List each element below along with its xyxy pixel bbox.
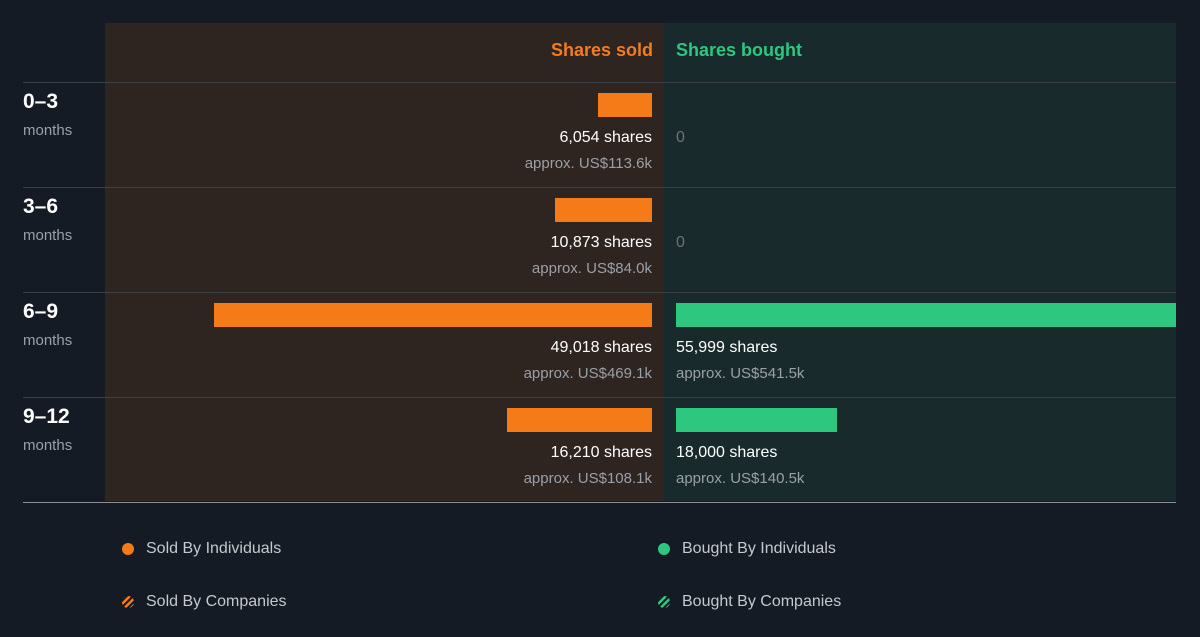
period-label: 9–12 months bbox=[23, 405, 72, 454]
sold-bar bbox=[598, 93, 652, 117]
period-range: 3–6 bbox=[23, 195, 59, 218]
period-unit: months bbox=[23, 332, 73, 349]
sold-shares-label: 16,210 shares bbox=[550, 444, 652, 461]
legend-hatch-icon bbox=[658, 596, 670, 608]
period-unit: months bbox=[23, 227, 73, 244]
legend-label: Sold By Individuals bbox=[146, 540, 282, 557]
sold-value: 16,210 shares approx. US$108.1k bbox=[524, 443, 652, 489]
row-divider bbox=[23, 502, 1176, 503]
legend-item: Sold By Companies bbox=[122, 593, 287, 611]
header-shares-sold: Shares sold bbox=[550, 40, 653, 60]
bought-shares-label: 0 bbox=[676, 129, 685, 146]
row-divider bbox=[23, 292, 1176, 293]
sold-approx-value: approx. US$469.1k bbox=[523, 365, 652, 382]
bought-shares-label: 55,999 shares bbox=[676, 339, 778, 356]
sold-bar bbox=[555, 198, 652, 222]
row-divider bbox=[23, 397, 1176, 398]
bought-shares-label: 18,000 shares bbox=[676, 444, 778, 461]
sold-shares-label: 6,054 shares bbox=[559, 129, 652, 146]
bought-shares-label: 0 bbox=[676, 234, 685, 251]
bought-value: 55,999 shares approx. US$541.5k bbox=[676, 338, 804, 384]
period-label: 0–3 months bbox=[23, 90, 72, 139]
row-divider bbox=[23, 82, 1176, 83]
bought-approx-value: approx. US$541.5k bbox=[676, 365, 805, 382]
legend-dot-icon bbox=[122, 543, 134, 555]
bought-value: 0 bbox=[676, 128, 685, 148]
legend-dot-icon bbox=[658, 543, 670, 555]
legend-item: Bought By Individuals bbox=[658, 540, 836, 558]
legend-label: Sold By Companies bbox=[146, 593, 287, 610]
legend-hatch-icon bbox=[122, 596, 134, 608]
sold-bar bbox=[214, 303, 652, 327]
period-unit: months bbox=[23, 437, 73, 454]
sold-value: 49,018 shares approx. US$469.1k bbox=[524, 338, 652, 384]
sold-bar bbox=[507, 408, 652, 432]
sold-approx-value: approx. US$108.1k bbox=[523, 470, 652, 487]
sold-shares-label: 10,873 shares bbox=[550, 234, 652, 251]
period-label: 3–6 months bbox=[23, 195, 72, 244]
period-unit: months bbox=[23, 122, 73, 139]
period-range: 9–12 bbox=[23, 405, 70, 428]
bought-value: 0 bbox=[676, 233, 685, 253]
legend-item: Bought By Companies bbox=[658, 593, 841, 611]
sold-approx-value: approx. US$113.6k bbox=[524, 155, 652, 172]
bought-bar bbox=[676, 408, 837, 432]
legend-label: Bought By Companies bbox=[682, 593, 842, 610]
period-range: 6–9 bbox=[23, 300, 59, 323]
sold-shares-label: 49,018 shares bbox=[550, 339, 652, 356]
bought-approx-value: approx. US$140.5k bbox=[676, 470, 805, 487]
sold-approx-value: approx. US$84.0k bbox=[531, 260, 652, 277]
bought-bar bbox=[676, 303, 1176, 327]
bought-value: 18,000 shares approx. US$140.5k bbox=[676, 443, 804, 489]
legend-item: Sold By Individuals bbox=[122, 540, 281, 558]
row-divider bbox=[23, 187, 1176, 188]
period-label: 6–9 months bbox=[23, 300, 72, 349]
sold-value: 6,054 shares approx. US$113.6k bbox=[525, 128, 652, 174]
period-range: 0–3 bbox=[23, 90, 59, 113]
header-shares-bought: Shares bought bbox=[676, 40, 803, 60]
legend-label: Bought By Individuals bbox=[682, 540, 836, 557]
sold-value: 10,873 shares approx. US$84.0k bbox=[532, 233, 652, 279]
